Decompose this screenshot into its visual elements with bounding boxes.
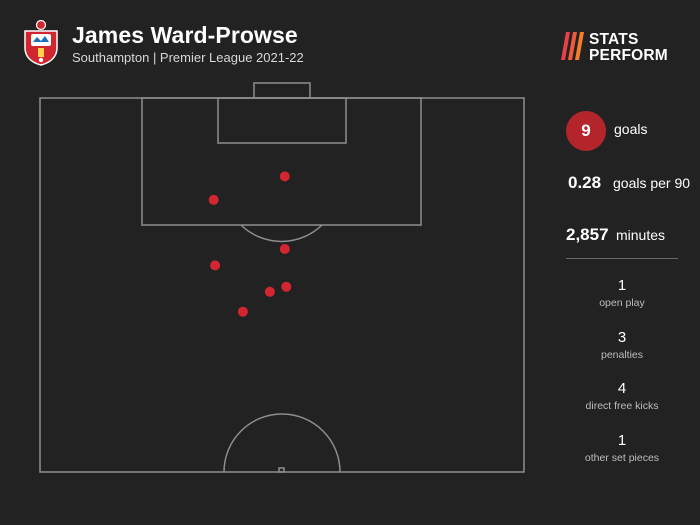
stats-perform-logo: STATS PERFORM bbox=[560, 30, 680, 66]
brand-stripes-icon bbox=[561, 32, 584, 60]
penalty-arc bbox=[240, 224, 323, 243]
brand-line-1: STATS bbox=[589, 31, 639, 48]
other-set-pieces-count: 1 bbox=[617, 432, 627, 449]
minutes-label: minutes bbox=[616, 227, 666, 243]
penalties-count: 3 bbox=[617, 329, 627, 346]
centre-spot bbox=[278, 467, 285, 473]
centre-circle bbox=[223, 413, 341, 473]
direct-free-kicks-count: 4 bbox=[617, 380, 627, 397]
goals-per-90-label: goals per 90 bbox=[613, 175, 691, 191]
shot-point-1 bbox=[279, 171, 290, 182]
brand-text: STATS PERFORM bbox=[589, 32, 668, 64]
goal bbox=[253, 82, 311, 99]
goals-count-badge: 9 bbox=[566, 111, 606, 151]
brand-line-2: PERFORM bbox=[589, 47, 668, 64]
open-play-label: open play bbox=[599, 297, 645, 309]
shot-dots bbox=[208, 171, 292, 317]
other-set-pieces-label: other set pieces bbox=[584, 452, 660, 464]
penalties-label: penalties bbox=[600, 349, 644, 361]
minutes-value: 2,857 bbox=[566, 225, 609, 244]
club-crest-icon bbox=[24, 20, 58, 66]
penalty-box bbox=[141, 97, 422, 226]
subtitle: Southampton | Premier League 2021-22 bbox=[72, 50, 304, 65]
shot-point-7 bbox=[237, 306, 248, 317]
shot-point-6 bbox=[264, 286, 275, 297]
shot-point-3 bbox=[279, 244, 290, 254]
player-name: James Ward-Prowse bbox=[72, 22, 298, 48]
open-play-count: 1 bbox=[617, 277, 627, 294]
shot-point-2 bbox=[208, 194, 219, 205]
pitch-shot-map bbox=[39, 82, 525, 473]
shot-point-4 bbox=[210, 260, 221, 271]
divider bbox=[566, 258, 678, 259]
goals-per-90-value: 0.28 bbox=[568, 173, 602, 192]
six-yard-box bbox=[217, 97, 347, 144]
goals-label: goals bbox=[614, 121, 648, 137]
direct-free-kicks-label: direct free kicks bbox=[585, 400, 659, 412]
shot-point-5 bbox=[281, 281, 292, 292]
